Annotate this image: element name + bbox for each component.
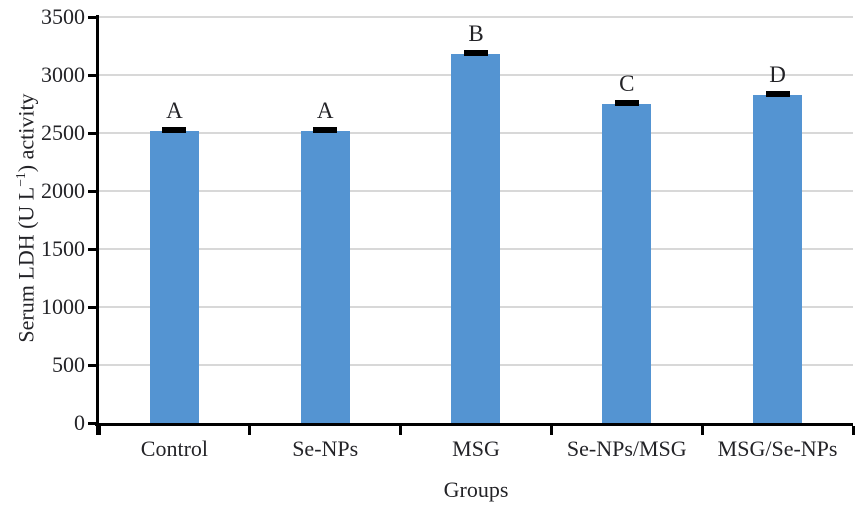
- y-tick-marks: [88, 15, 96, 425]
- y-tick-mark-3000: [88, 73, 96, 77]
- gridline-3500: [99, 16, 853, 18]
- x-category-label-1: Se-NPs: [292, 436, 359, 461]
- y-tick-label-3000: 3000: [41, 62, 85, 87]
- plot-area: A A B C D: [99, 16, 853, 423]
- significance-letter-4: D: [769, 61, 786, 87]
- y-tick-mark-1500: [88, 247, 96, 251]
- y-tick-mark-3500: [88, 15, 96, 19]
- bar-cell-3: C: [551, 17, 702, 423]
- y-axis-line: [96, 15, 99, 435]
- y-tick-mark-0: [88, 421, 96, 425]
- error-bar-0: [162, 126, 187, 133]
- significance-letter-3: C: [619, 71, 635, 96]
- bars-row: A A B C D: [99, 17, 853, 423]
- y-tick-mark-2500: [88, 131, 96, 135]
- bar-0: A: [149, 99, 199, 423]
- y-tick-label-2000: 2000: [41, 178, 85, 203]
- bar-cell-2: B: [401, 17, 552, 423]
- error-bar-4: [765, 90, 790, 97]
- significance-letter-1: A: [316, 97, 334, 123]
- x-tick-mark-5: [851, 426, 855, 435]
- y-tick-label-0: 0: [74, 410, 85, 435]
- y-tick-mark-2000: [88, 189, 96, 193]
- x-tick-marks: [97, 426, 855, 435]
- y-tick-label-500: 500: [52, 352, 85, 377]
- x-tick-mark-3: [549, 426, 553, 435]
- bar-1: A: [300, 99, 350, 423]
- y-tick-label-1000: 1000: [41, 294, 85, 319]
- x-tick-mark-2: [399, 426, 403, 435]
- x-category-label-2: MSG: [452, 436, 500, 461]
- x-category-label-4: MSG/Se-NPs: [717, 436, 838, 461]
- y-tick-label-1500: 1500: [41, 236, 85, 261]
- x-tick-mark-4: [700, 426, 704, 435]
- x-category-labels: Control Se-NPs MSG Se-NPs/MSG MSG/Se-NPs: [99, 436, 853, 461]
- significance-letter-2: B: [468, 21, 484, 47]
- bar-cell-0: A: [99, 17, 250, 423]
- bar-cell-1: A: [250, 17, 401, 423]
- error-bar-3: [614, 100, 639, 106]
- x-axis-line: [95, 423, 853, 426]
- y-tick-mark-500: [88, 363, 96, 367]
- y-tick-mark-1000: [88, 305, 96, 309]
- x-axis-title: Groups: [443, 477, 509, 502]
- significance-letter-0: A: [166, 97, 183, 123]
- error-bar-1: [313, 126, 338, 133]
- x-category-label-3: Se-NPs/MSG: [566, 436, 687, 461]
- x-category-label-0: Control: [140, 436, 209, 461]
- error-bar-2: [463, 50, 488, 57]
- bar-cell-4: D: [702, 17, 853, 423]
- y-tick-labels: 0 500 1000 1500 2000 2500 3000 3500: [0, 6, 85, 434]
- bar-2: B: [451, 22, 501, 423]
- bar-4: D: [753, 63, 803, 423]
- x-tick-mark-0: [97, 426, 101, 435]
- y-tick-label-2500: 2500: [41, 120, 85, 145]
- y-tick-label-3500: 3500: [41, 4, 85, 29]
- x-tick-mark-1: [248, 426, 252, 435]
- bar-3: C: [602, 72, 652, 423]
